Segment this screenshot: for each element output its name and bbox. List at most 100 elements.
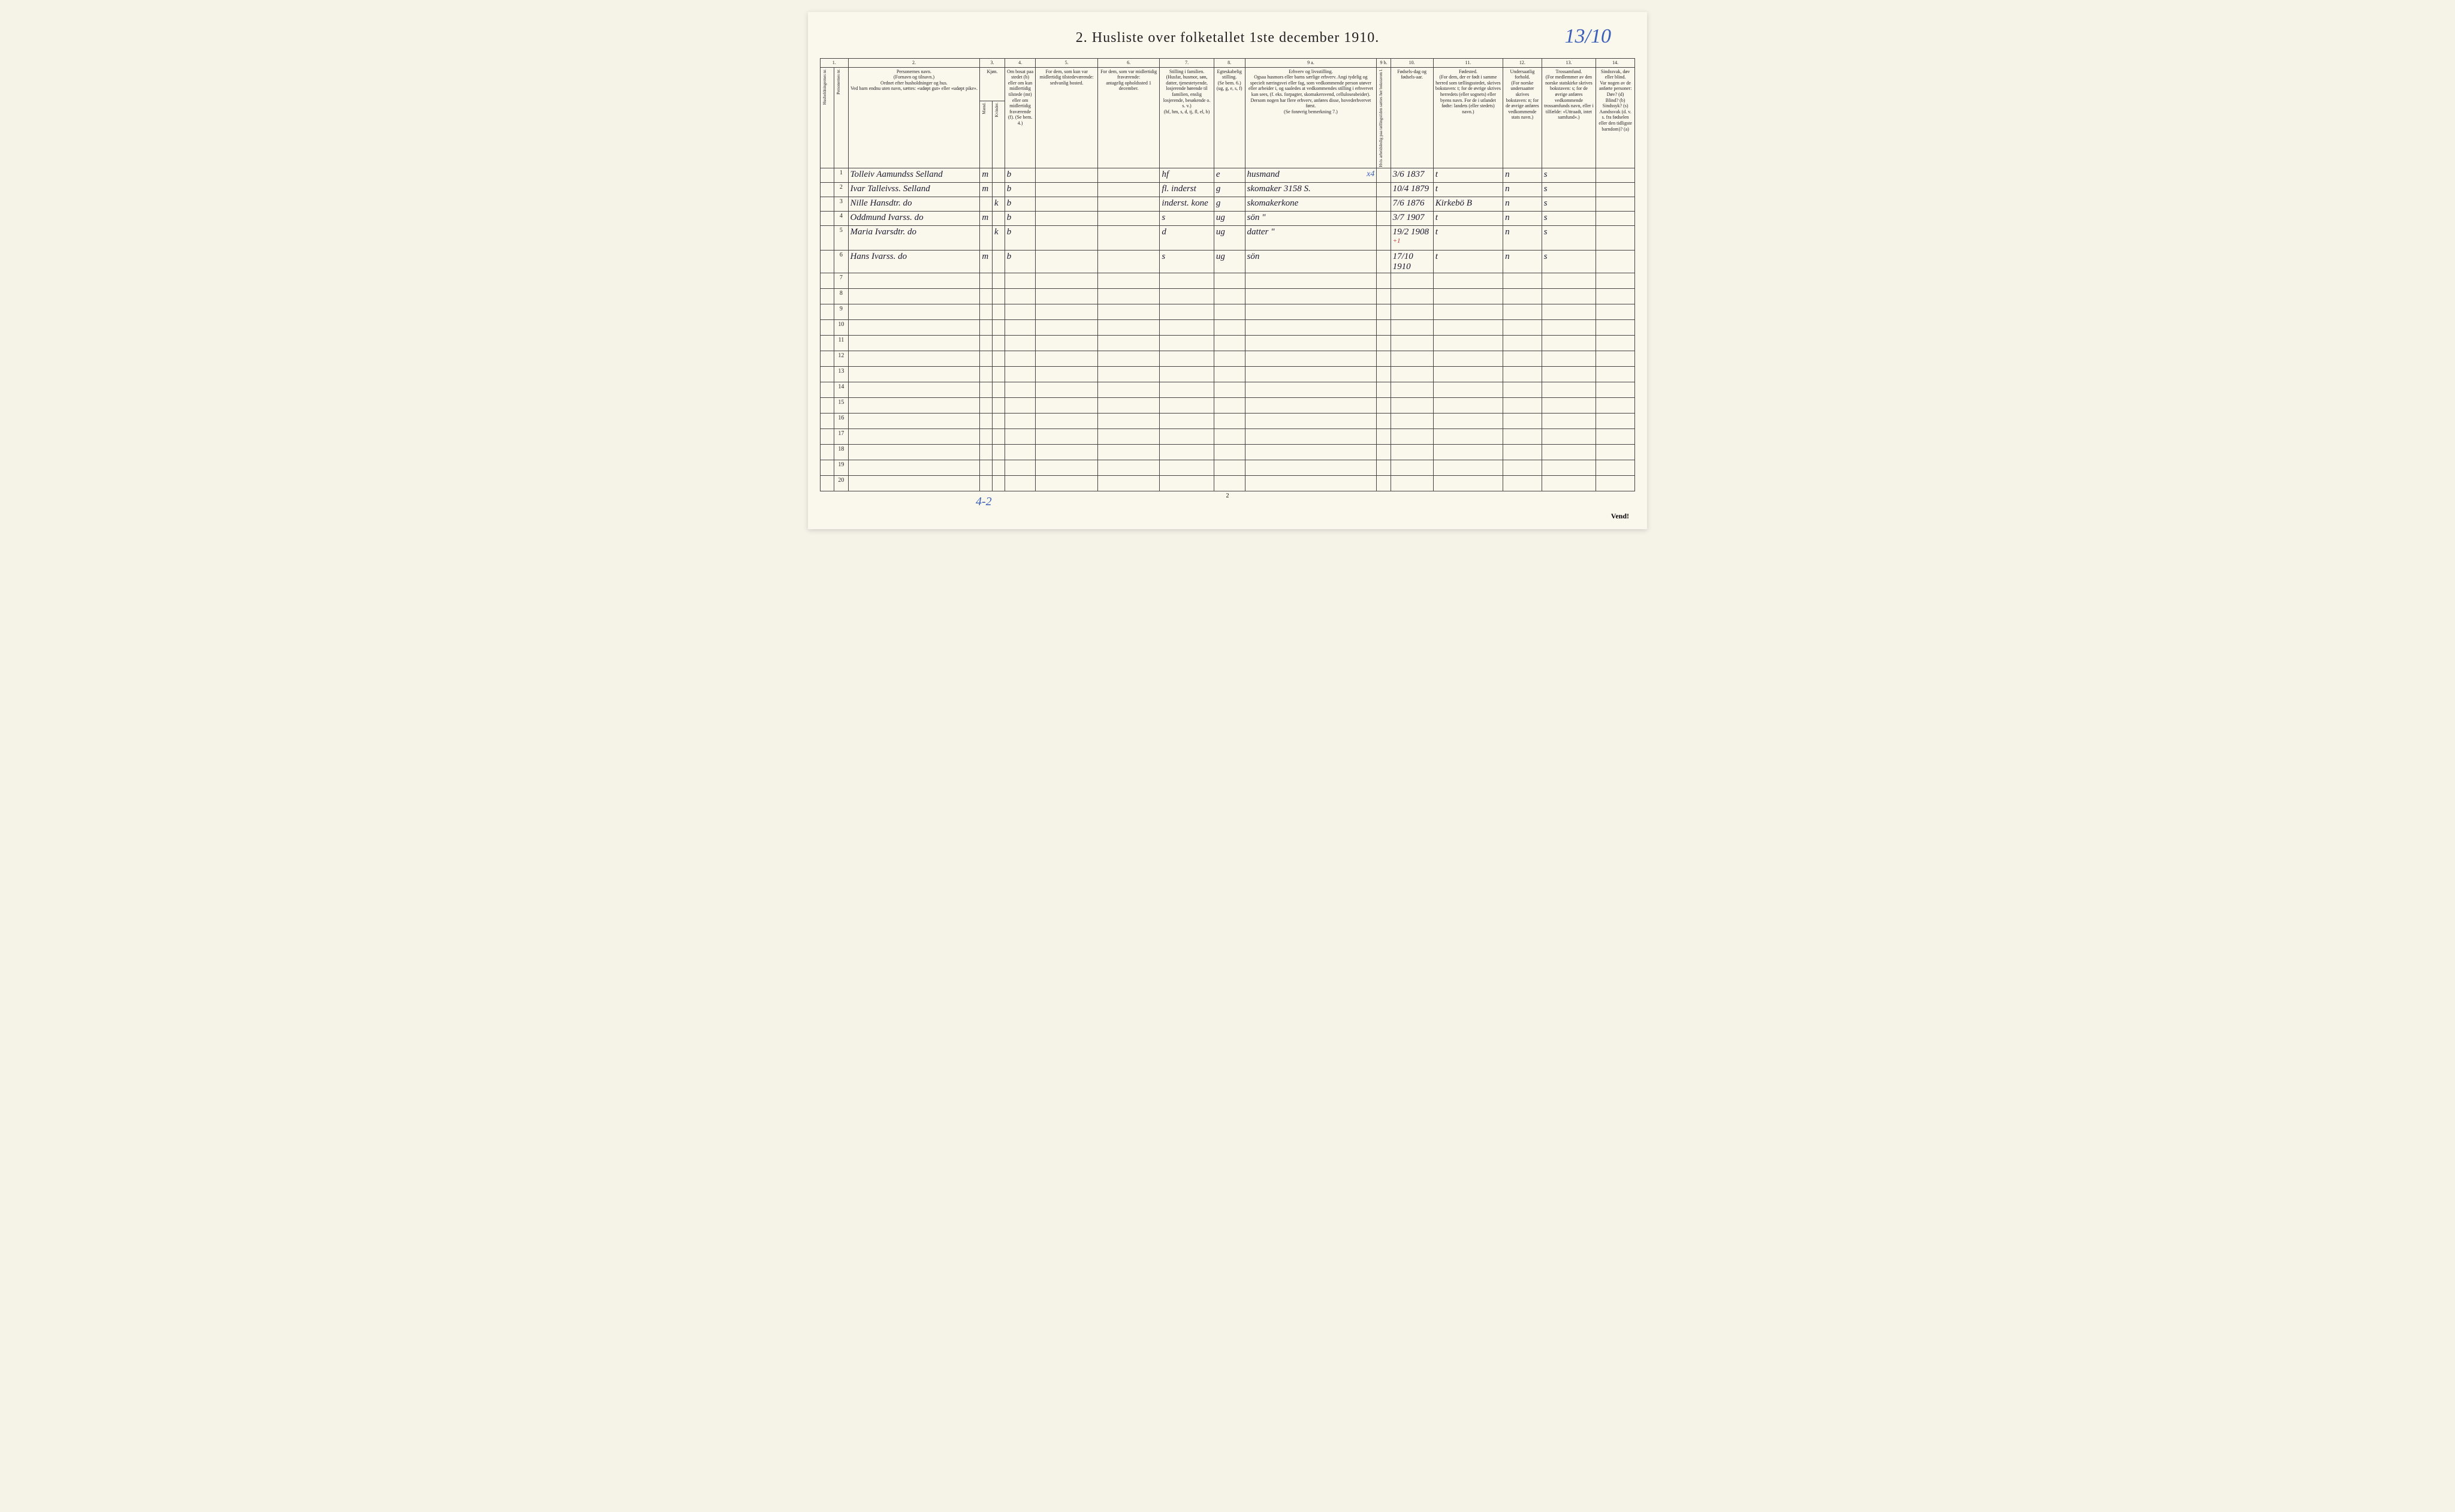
table-cell bbox=[993, 183, 1005, 197]
table-cell: s bbox=[1160, 251, 1214, 273]
table-cell-empty bbox=[1433, 320, 1503, 336]
hh-num bbox=[821, 445, 834, 460]
table-cell: s bbox=[1542, 183, 1596, 197]
person-num: 15 bbox=[834, 398, 848, 414]
table-cell-empty bbox=[1214, 367, 1245, 382]
table-cell-empty bbox=[1377, 336, 1391, 351]
table-cell-empty bbox=[980, 398, 993, 414]
table-cell-empty bbox=[993, 445, 1005, 460]
table-cell-empty bbox=[1160, 351, 1214, 367]
table-cell-empty bbox=[1097, 476, 1159, 491]
table-row-empty: 18 bbox=[821, 445, 1635, 460]
table-cell: b bbox=[1005, 212, 1036, 226]
col-2-num: 2. bbox=[848, 59, 980, 68]
table-cell-empty bbox=[1503, 382, 1542, 398]
table-cell-empty bbox=[1542, 351, 1596, 367]
hh-num bbox=[821, 304, 834, 320]
handwritten-annotation-top: 13/10 bbox=[1565, 25, 1611, 48]
table-cell-empty bbox=[1377, 320, 1391, 336]
table-cell-empty bbox=[1160, 414, 1214, 429]
table-row-empty: 10 bbox=[821, 320, 1635, 336]
table-cell-empty bbox=[1005, 414, 1036, 429]
table-cell-empty bbox=[1503, 429, 1542, 445]
table-row-empty: 16 bbox=[821, 414, 1635, 429]
table-cell bbox=[1596, 197, 1635, 212]
col-10-num: 10. bbox=[1391, 59, 1433, 68]
person-num: 14 bbox=[834, 382, 848, 398]
table-cell-empty bbox=[1036, 289, 1097, 304]
table-cell-empty bbox=[1160, 289, 1214, 304]
table-cell: Oddmund Ivarss. do bbox=[848, 212, 980, 226]
table-row: 2Ivar Talleivss. Sellandmbfl. inderstgsk… bbox=[821, 183, 1635, 197]
table-cell-empty bbox=[980, 476, 993, 491]
table-cell-empty bbox=[1503, 398, 1542, 414]
table-cell-empty bbox=[1391, 445, 1433, 460]
table-cell: Nille Hansdtr. do bbox=[848, 197, 980, 212]
table-cell-empty bbox=[1245, 476, 1377, 491]
table-cell-empty bbox=[1245, 351, 1377, 367]
person-num: 10 bbox=[834, 320, 848, 336]
person-num: 7 bbox=[834, 273, 848, 289]
table-cell: s bbox=[1542, 251, 1596, 273]
table-row: 4Oddmund Ivarss. dombsugsön "3/7 1907tns bbox=[821, 212, 1635, 226]
table-cell-empty bbox=[993, 320, 1005, 336]
table-cell: s bbox=[1542, 226, 1596, 251]
table-cell-empty bbox=[1391, 382, 1433, 398]
table-cell: t bbox=[1433, 168, 1503, 183]
person-num: 9 bbox=[834, 304, 848, 320]
table-cell-empty bbox=[1596, 320, 1635, 336]
table-cell-empty bbox=[1214, 304, 1245, 320]
table-cell bbox=[980, 226, 993, 251]
table-cell-empty bbox=[1596, 414, 1635, 429]
table-cell-empty bbox=[1160, 382, 1214, 398]
table-cell-empty bbox=[1005, 460, 1036, 476]
table-header: 1. 2. 3. 4. 5. 6. 7. 8. 9 a. 9 b. 10. 11… bbox=[821, 59, 1635, 168]
table-cell bbox=[1596, 168, 1635, 183]
col-3c-head: Kvinder. bbox=[993, 101, 1005, 168]
person-num: 18 bbox=[834, 445, 848, 460]
table-cell: ug bbox=[1214, 251, 1245, 273]
table-cell-empty bbox=[1391, 304, 1433, 320]
table-cell-empty bbox=[1036, 336, 1097, 351]
table-cell-empty bbox=[1214, 382, 1245, 398]
table-cell-empty bbox=[1005, 351, 1036, 367]
table-cell bbox=[993, 168, 1005, 183]
table-cell-empty bbox=[980, 289, 993, 304]
hh-num bbox=[821, 351, 834, 367]
table-cell-empty bbox=[1391, 398, 1433, 414]
table-cell: fl. inderst bbox=[1160, 183, 1214, 197]
table-cell-empty bbox=[1160, 398, 1214, 414]
table-cell: sön " bbox=[1245, 212, 1377, 226]
table-cell-empty bbox=[1433, 289, 1503, 304]
col-9b-head: Hvis arbeidsledig paa tællingstiden sætt… bbox=[1377, 67, 1391, 168]
table-cell: hf bbox=[1160, 168, 1214, 183]
person-num: 4 bbox=[834, 212, 848, 226]
table-cell-empty bbox=[1036, 320, 1097, 336]
table-cell: b bbox=[1005, 183, 1036, 197]
table-cell-empty bbox=[980, 414, 993, 429]
table-cell-empty bbox=[1391, 476, 1433, 491]
table-cell-empty bbox=[1377, 476, 1391, 491]
table-row-empty: 15 bbox=[821, 398, 1635, 414]
table-cell-empty bbox=[1036, 273, 1097, 289]
table-cell-empty bbox=[1596, 398, 1635, 414]
table-cell bbox=[1097, 168, 1159, 183]
table-cell-empty bbox=[1005, 289, 1036, 304]
table-cell-empty bbox=[1596, 445, 1635, 460]
table-cell-empty bbox=[1433, 460, 1503, 476]
table-cell-empty bbox=[980, 320, 993, 336]
table-cell-empty bbox=[1097, 289, 1159, 304]
table-cell-empty bbox=[848, 429, 980, 445]
table-cell bbox=[1036, 168, 1097, 183]
table-cell bbox=[993, 212, 1005, 226]
table-cell-empty bbox=[1160, 336, 1214, 351]
table-cell-empty bbox=[1377, 289, 1391, 304]
table-cell: Kirkebö B bbox=[1433, 197, 1503, 212]
table-cell-empty bbox=[1097, 429, 1159, 445]
table-cell-empty bbox=[1005, 304, 1036, 320]
table-cell-empty bbox=[1214, 320, 1245, 336]
table-cell: n bbox=[1503, 251, 1542, 273]
col-11-num: 11. bbox=[1433, 59, 1503, 68]
table-row-empty: 13 bbox=[821, 367, 1635, 382]
col-3-num: 3. bbox=[980, 59, 1005, 68]
